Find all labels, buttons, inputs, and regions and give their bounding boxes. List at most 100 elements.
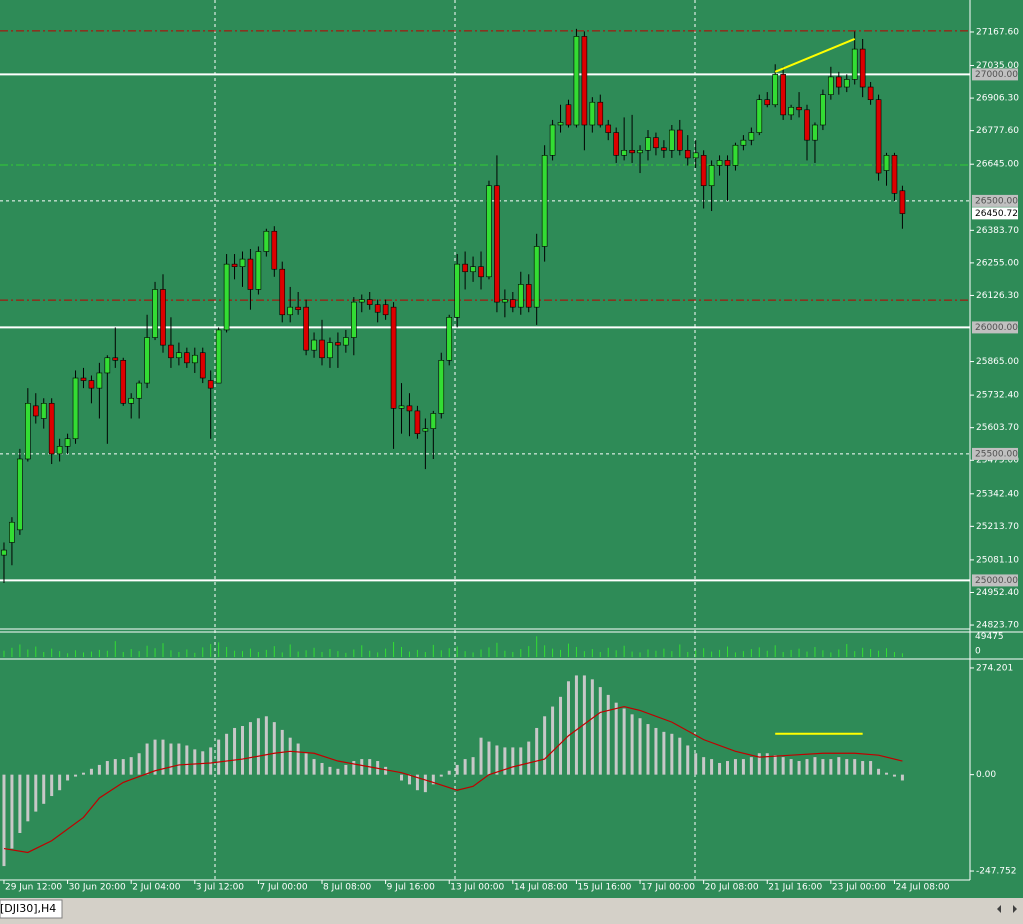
macd-bar <box>105 761 109 775</box>
candle-body <box>891 155 898 194</box>
macd-bar <box>407 774 411 785</box>
candle-body <box>724 160 731 166</box>
candle-body <box>557 122 564 126</box>
macd-bar <box>710 759 714 775</box>
macd-bar <box>543 716 547 775</box>
macd-bar <box>169 743 173 775</box>
macd-bar <box>527 741 531 775</box>
candle-body <box>223 263 230 331</box>
candle-body <box>72 377 79 440</box>
macd-bar <box>241 726 244 775</box>
candle-body <box>25 403 31 460</box>
candle-body <box>152 289 158 338</box>
candle-body <box>772 74 779 106</box>
candle-body <box>271 230 278 270</box>
x-tick-label: 17 Jul 00:00 <box>641 883 695 893</box>
scroll-left[interactable] <box>997 905 1001 913</box>
macd-bar <box>574 675 578 775</box>
candle-body <box>422 428 429 432</box>
macd-bar <box>296 743 300 775</box>
macd-bar <box>765 753 769 775</box>
macd-bar <box>829 759 833 775</box>
x-tick-label: 21 Jul 16:00 <box>768 883 822 893</box>
candle-body <box>303 306 309 351</box>
macd-bar <box>423 774 427 793</box>
candle-body <box>32 405 39 417</box>
candle-body <box>319 339 325 359</box>
macd-bar <box>463 759 467 775</box>
x-tick-label: 24 Jul 08:00 <box>895 883 949 893</box>
candle-body <box>470 266 476 273</box>
candle-body <box>366 299 373 305</box>
macd-bar <box>845 759 849 775</box>
candle-body <box>406 405 413 412</box>
candle-body <box>525 284 532 308</box>
symbol-tab[interactable] <box>0 899 63 919</box>
tab-bar: [DJI30],H4 <box>0 898 1023 924</box>
macd-bar <box>248 722 252 775</box>
candle-body <box>64 438 71 447</box>
level-label: 25500.00 <box>975 449 1018 459</box>
candle-body <box>287 306 294 316</box>
macd-bar <box>861 761 865 775</box>
candle-body <box>676 129 683 151</box>
macd-bar <box>726 761 729 775</box>
macd-bar <box>630 714 634 775</box>
candle-body <box>390 306 397 409</box>
current-price-box <box>972 207 1018 220</box>
macd-bar <box>137 753 141 775</box>
macd-bar <box>749 757 753 775</box>
candle-body <box>517 284 524 308</box>
macd-bar <box>74 774 78 777</box>
macd-bar <box>400 774 404 781</box>
candle-body <box>661 147 667 151</box>
x-tick-label: 30 Jun 20:00 <box>69 883 126 893</box>
macd-bar <box>773 755 777 775</box>
candle-body <box>184 352 190 364</box>
y-tick-label: 26255.00 <box>976 258 1019 268</box>
x-tick-label: 23 Jul 00:00 <box>832 883 886 893</box>
y-tick-label: 26906.30 <box>976 94 1019 104</box>
macd-bar <box>598 687 602 775</box>
candle-body <box>541 155 548 247</box>
candle-body <box>414 410 421 434</box>
candle-body <box>199 352 206 379</box>
candle-body <box>351 301 357 338</box>
macd-bar <box>837 757 841 775</box>
macd-bar <box>702 757 706 775</box>
candle-body <box>56 446 63 455</box>
candle-body <box>454 263 460 318</box>
y-tick-label: 24952.40 <box>976 588 1019 598</box>
x-tick-label: 3 Jul 12:00 <box>196 883 245 893</box>
candle-body <box>820 94 826 126</box>
macd-bar <box>209 747 213 775</box>
macd-bar <box>217 739 221 775</box>
macd-bar <box>185 745 189 775</box>
candle-body <box>645 137 651 151</box>
level-label: 26000.00 <box>975 323 1018 333</box>
macd-bar <box>66 774 70 781</box>
macd-bar <box>503 747 507 775</box>
candle-body <box>104 357 111 374</box>
y-tick-label: 27167.60 <box>976 27 1019 37</box>
macd-bar <box>781 757 785 775</box>
level-label-box <box>972 68 1018 81</box>
macd-bar <box>97 764 101 775</box>
scroll-right[interactable] <box>1013 905 1017 913</box>
macd-bar <box>590 679 594 775</box>
symbol-tab-label[interactable]: [DJI30],H4 <box>0 902 56 915</box>
macd-bar <box>487 741 491 775</box>
y-tick-label: 25213.70 <box>976 522 1019 532</box>
candle-body <box>311 339 317 351</box>
candle-body <box>621 149 627 156</box>
x-tick-label: 9 Jul 16:00 <box>387 883 436 893</box>
macd-bar <box>622 708 626 775</box>
candle-body <box>502 299 508 303</box>
y-tick-label: 24823.70 <box>976 621 1019 631</box>
macd-bar <box>447 770 451 775</box>
macd-bar <box>471 757 475 775</box>
candle-body <box>80 377 87 381</box>
candle-body <box>828 76 834 95</box>
candle-body <box>716 160 723 166</box>
